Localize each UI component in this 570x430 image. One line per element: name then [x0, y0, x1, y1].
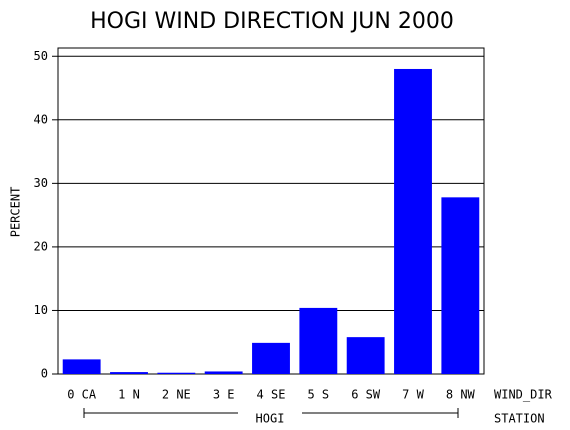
x-tick-label: 0 CA [67, 388, 97, 402]
x-tick-label: 8 NW [446, 388, 476, 402]
y-tick-label: 40 [34, 112, 48, 126]
x-tick-label: 3 E [213, 388, 235, 402]
x-axis-label: WIND_DIR [494, 388, 553, 402]
y-axis-label: PERCENT [9, 187, 23, 238]
bar [441, 197, 480, 374]
bar [394, 68, 432, 374]
x-tick-label: 4 SE [257, 388, 286, 402]
y-tick-label: 20 [34, 239, 48, 253]
bar [299, 307, 338, 374]
y-tick-label: 10 [34, 303, 48, 317]
y-tick-label: 50 [34, 49, 48, 63]
x-tick-label: 5 S [307, 388, 329, 402]
bar [346, 337, 385, 374]
bar [110, 372, 148, 374]
bar [157, 372, 196, 374]
y-tick-label: 30 [34, 176, 48, 190]
bar [204, 371, 243, 374]
y-tick-label: 0 [41, 367, 48, 381]
group-axis-label: STATION [494, 412, 545, 426]
group-label: HOGI [256, 412, 285, 426]
x-tick-label: 2 NE [162, 388, 191, 402]
x-tick-label: 6 SW [351, 388, 381, 402]
x-tick-label: 7 W [402, 388, 424, 402]
bar [62, 359, 101, 374]
bar [252, 342, 290, 374]
x-tick-label: 1 N [118, 388, 140, 402]
chart-title: HOGI WIND DIRECTION JUN 2000 [90, 9, 454, 34]
